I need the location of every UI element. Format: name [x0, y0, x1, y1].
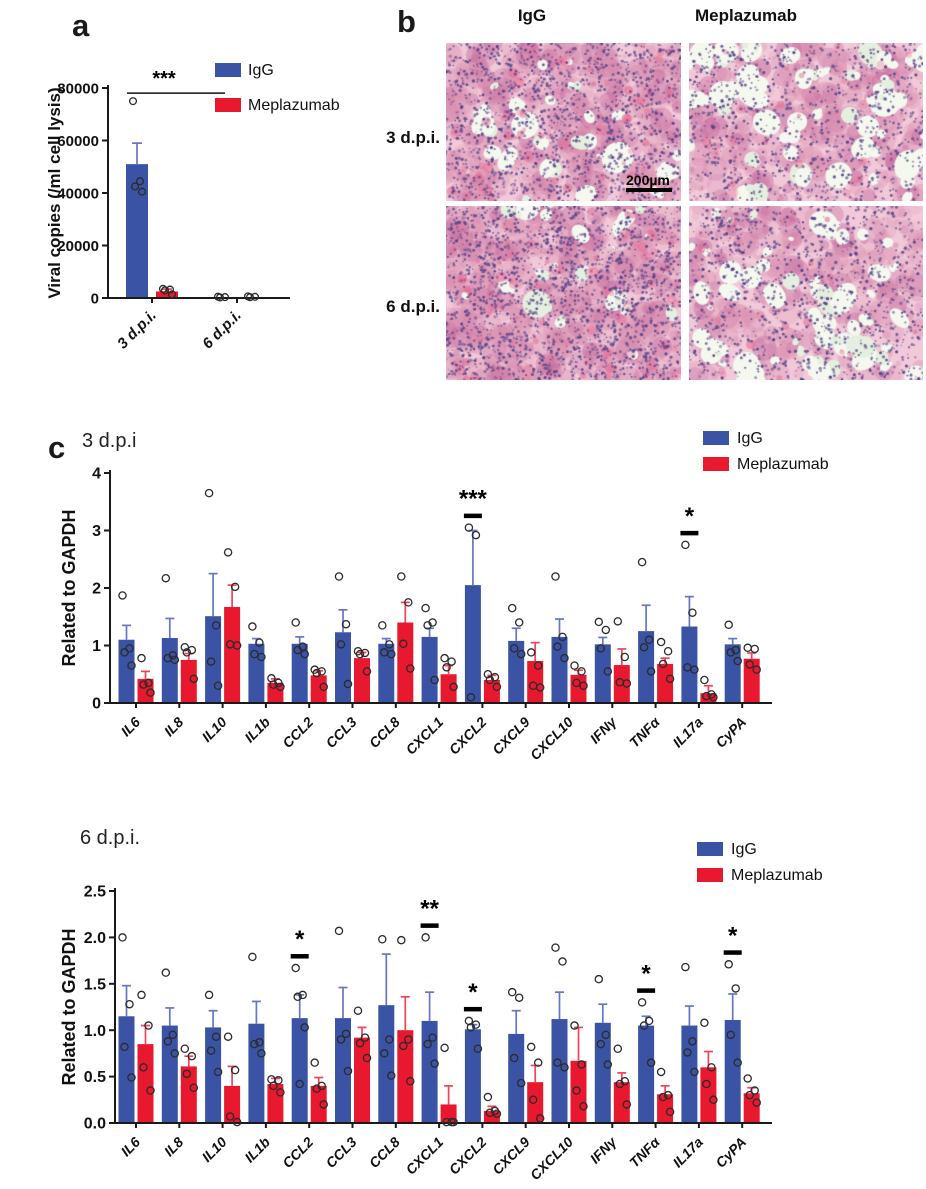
svg-text:2: 2 [92, 581, 101, 598]
svg-text:3 d.p.i.: 3 d.p.i. [114, 307, 160, 353]
svg-text:6 d.p.i.: 6 d.p.i. [80, 827, 140, 849]
svg-text:IL17a: IL17a [669, 1134, 706, 1171]
panel-b-label: b [397, 4, 416, 39]
svg-text:IL17a: IL17a [669, 714, 706, 751]
svg-text:CXCL1: CXCL1 [402, 714, 446, 758]
svg-text:20000: 20000 [57, 238, 99, 255]
svg-text:*: * [685, 503, 695, 530]
svg-text:40000: 40000 [57, 185, 99, 202]
svg-text:IgG: IgG [248, 62, 274, 79]
svg-text:CCL8: CCL8 [366, 714, 403, 751]
histology-image-igg-3dpi [446, 43, 681, 201]
svg-text:80000: 80000 [57, 80, 99, 97]
svg-text:Viral copies (/ml cell lysis): Viral copies (/ml cell lysis) [45, 87, 64, 298]
panel-a-label: a [72, 8, 90, 43]
row-label-6dpi: 6 d.p.i. [386, 297, 440, 316]
scale-bar: 200µm [626, 173, 672, 192]
svg-text:CCL3: CCL3 [322, 714, 359, 751]
svg-text:CyPA: CyPA [712, 1134, 749, 1171]
svg-text:IL6: IL6 [117, 714, 143, 740]
svg-text:**: ** [420, 895, 439, 922]
svg-text:IgG: IgG [737, 430, 763, 447]
histology-image-igg-6dpi [446, 206, 681, 380]
svg-text:CCL2: CCL2 [279, 714, 316, 751]
panel-c-label: c [48, 430, 66, 465]
svg-text:IL1b: IL1b [241, 1133, 273, 1165]
svg-text:6 d.p.i.: 6 d.p.i. [199, 307, 245, 353]
svg-text:CCL3: CCL3 [322, 1134, 359, 1171]
svg-text:CCL8: CCL8 [366, 1134, 403, 1171]
svg-text:***: *** [152, 68, 176, 90]
svg-text:***: *** [459, 486, 488, 513]
scale-bar-label: 200µm [626, 172, 670, 188]
svg-text:IL1b: IL1b [241, 713, 273, 745]
svg-text:*: * [641, 960, 651, 987]
svg-text:4: 4 [92, 466, 101, 483]
svg-text:CXCL10: CXCL10 [527, 714, 576, 763]
svg-text:60000: 60000 [57, 133, 99, 150]
histology-image-meplazumab-6dpi [689, 206, 923, 380]
svg-text:1.5: 1.5 [84, 976, 106, 993]
svg-text:1: 1 [92, 638, 101, 655]
column-header-meplazumab: Meplazumab [694, 6, 798, 25]
svg-text:0.5: 0.5 [84, 1069, 106, 1086]
svg-text:IL8: IL8 [161, 714, 187, 740]
svg-text:IgG: IgG [731, 841, 757, 858]
svg-text:IL6: IL6 [117, 1134, 143, 1160]
svg-text:CXCL1: CXCL1 [402, 1134, 446, 1178]
svg-text:3: 3 [92, 523, 101, 540]
svg-text:CXCL2: CXCL2 [446, 1134, 490, 1178]
column-header-igg: IgG [517, 6, 547, 25]
svg-text:0: 0 [91, 290, 99, 307]
svg-text:IFNγ: IFNγ [587, 713, 621, 747]
svg-text:IL10: IL10 [199, 714, 230, 745]
svg-text:3 d.p.i: 3 d.p.i [82, 430, 136, 452]
histology-image-meplazumab-3dpi [689, 43, 923, 201]
scale-bar-line [626, 188, 672, 192]
svg-text:IFNγ: IFNγ [587, 1133, 621, 1167]
svg-text:*: * [295, 926, 305, 953]
svg-text:TNFα: TNFα [626, 713, 664, 751]
svg-text:Related to GAPDH: Related to GAPDH [59, 928, 79, 1085]
svg-text:IL8: IL8 [161, 1134, 187, 1160]
svg-text:0.0: 0.0 [84, 1116, 106, 1133]
svg-text:1.0: 1.0 [84, 1023, 106, 1040]
svg-text:CXCL10: CXCL10 [527, 1134, 576, 1183]
row-label-3dpi: 3 d.p.i. [386, 128, 440, 147]
svg-text:CyPA: CyPA [712, 714, 749, 751]
svg-text:CXCL2: CXCL2 [446, 714, 490, 758]
svg-text:Related to GAPDH: Related to GAPDH [59, 509, 79, 666]
svg-text:IL10: IL10 [199, 1134, 230, 1165]
svg-text:Meplazumab: Meplazumab [737, 456, 829, 473]
cytokine-chart-6dpi: 0.0 0.5 1.0 1.5 2.0 2.5 Related to GAPDH IL6 IL8… [59, 827, 823, 1183]
svg-text:CCL2: CCL2 [279, 1134, 316, 1171]
svg-text:TNFα: TNFα [626, 1133, 664, 1171]
svg-text:Meplazumab: Meplazumab [248, 97, 340, 114]
svg-text:Meplazumab: Meplazumab [731, 867, 823, 884]
svg-text:2.0: 2.0 [84, 930, 106, 947]
svg-text:*: * [468, 979, 478, 1006]
svg-text:0: 0 [92, 696, 101, 713]
svg-text:2.5: 2.5 [84, 884, 106, 901]
svg-text:*: * [728, 922, 738, 949]
